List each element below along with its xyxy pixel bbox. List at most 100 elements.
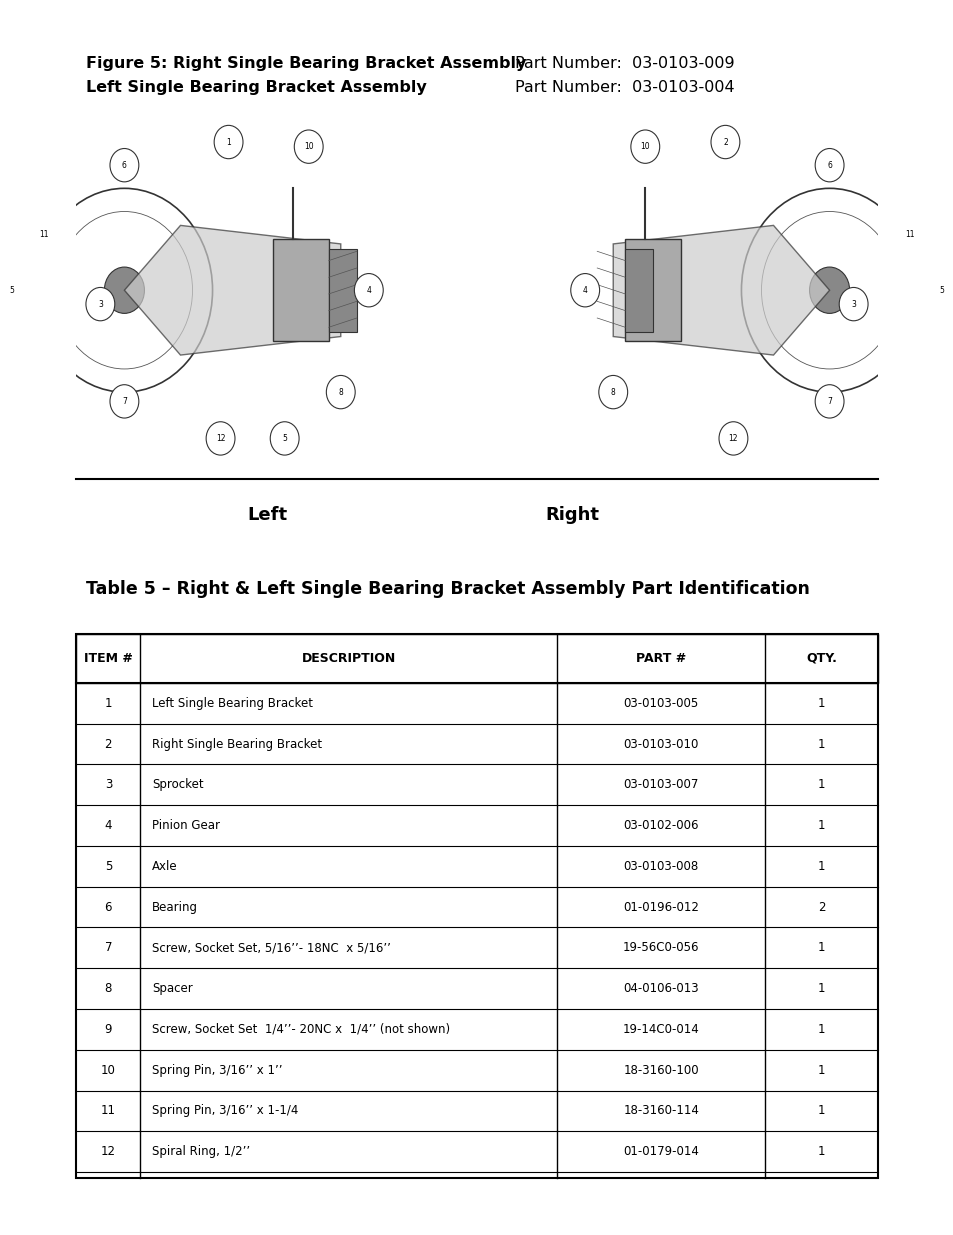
Bar	[329, 248, 356, 332]
Circle shape	[206, 422, 234, 456]
Text: Left Single Bearing Bracket Assembly: Left Single Bearing Bracket Assembly	[86, 80, 426, 95]
Circle shape	[110, 148, 139, 182]
Text: Part Number:  03-0103-004: Part Number: 03-0103-004	[515, 80, 734, 95]
Circle shape	[894, 217, 923, 252]
Circle shape	[213, 126, 243, 158]
Text: 7: 7	[826, 396, 831, 406]
Text: 5: 5	[282, 433, 287, 443]
Circle shape	[839, 288, 867, 321]
Text: 8: 8	[105, 982, 112, 995]
Text: 1: 1	[817, 1023, 824, 1036]
Polygon shape	[124, 225, 340, 356]
Text: 1: 1	[817, 941, 824, 955]
Circle shape	[570, 273, 599, 306]
Text: 10: 10	[101, 1063, 115, 1077]
Text: DESCRIPTION: DESCRIPTION	[301, 652, 395, 664]
Text: 10: 10	[639, 142, 649, 151]
Text: Screw, Socket Set, 5/16’’- 18NC  x 5/16’’: Screw, Socket Set, 5/16’’- 18NC x 5/16’’	[152, 941, 391, 955]
Circle shape	[354, 273, 383, 306]
Circle shape	[270, 422, 299, 456]
Circle shape	[30, 217, 59, 252]
Text: Axle: Axle	[152, 860, 177, 873]
Text: 5: 5	[10, 285, 14, 295]
Text: 18-3160-114: 18-3160-114	[622, 1104, 699, 1118]
Text: Left: Left	[247, 506, 287, 525]
Text: 03-0103-007: 03-0103-007	[623, 778, 699, 792]
Circle shape	[630, 130, 659, 163]
Text: Spring Pin, 3/16’’ x 1’’: Spring Pin, 3/16’’ x 1’’	[152, 1063, 282, 1077]
Text: 12: 12	[728, 433, 738, 443]
Text: 03-0103-010: 03-0103-010	[623, 737, 699, 751]
Circle shape	[86, 288, 114, 321]
Text: 1: 1	[817, 1063, 824, 1077]
Circle shape	[926, 273, 953, 306]
Text: 11: 11	[904, 230, 914, 240]
Text: 1: 1	[817, 778, 824, 792]
Text: 6: 6	[826, 161, 831, 169]
Text: 19-56C0-056: 19-56C0-056	[622, 941, 699, 955]
Text: ITEM #: ITEM #	[84, 652, 132, 664]
Text: 1: 1	[817, 860, 824, 873]
Text: 03-0103-008: 03-0103-008	[623, 860, 699, 873]
Text: 1: 1	[105, 697, 112, 710]
Text: 1: 1	[817, 1145, 824, 1158]
Text: 1: 1	[817, 697, 824, 710]
Polygon shape	[613, 225, 829, 356]
Text: Left Single Bearing Bracket: Left Single Bearing Bracket	[152, 697, 313, 710]
Text: 4: 4	[105, 819, 112, 832]
Circle shape	[294, 130, 323, 163]
Text: Figure 5: Right Single Bearing Bracket Assembly: Figure 5: Right Single Bearing Bracket A…	[86, 56, 526, 70]
Text: 03-0102-006: 03-0102-006	[623, 819, 699, 832]
Text: Right: Right	[545, 506, 598, 525]
Circle shape	[809, 267, 849, 314]
Text: 6: 6	[105, 900, 112, 914]
Text: PART #: PART #	[636, 652, 686, 664]
Text: 3: 3	[850, 300, 855, 309]
Text: Spiral Ring, 1/2’’: Spiral Ring, 1/2’’	[152, 1145, 250, 1158]
Circle shape	[710, 126, 740, 158]
Text: 7: 7	[122, 396, 127, 406]
Text: 1: 1	[226, 137, 231, 147]
Text: 4: 4	[582, 285, 587, 295]
Text: 5: 5	[105, 860, 112, 873]
Bar	[273, 240, 329, 341]
Text: Sprocket: Sprocket	[152, 778, 203, 792]
Text: 04-0106-013: 04-0106-013	[623, 982, 699, 995]
Text: 1: 1	[817, 819, 824, 832]
Text: 01-0196-012: 01-0196-012	[622, 900, 699, 914]
Text: 4: 4	[366, 285, 371, 295]
Circle shape	[598, 375, 627, 409]
Text: 3: 3	[98, 300, 103, 309]
Text: Spring Pin, 3/16’’ x 1-1/4: Spring Pin, 3/16’’ x 1-1/4	[152, 1104, 298, 1118]
Text: 01-0179-014: 01-0179-014	[622, 1145, 699, 1158]
Text: Pinion Gear: Pinion Gear	[152, 819, 219, 832]
Text: 2: 2	[722, 137, 727, 147]
Text: 11: 11	[101, 1104, 115, 1118]
Circle shape	[104, 267, 144, 314]
Text: 9: 9	[105, 1023, 112, 1036]
Circle shape	[814, 148, 843, 182]
Text: 6: 6	[122, 161, 127, 169]
Text: Part Number:  03-0103-009: Part Number: 03-0103-009	[515, 56, 734, 70]
Text: 18-3160-100: 18-3160-100	[623, 1063, 699, 1077]
Text: 19-14C0-014: 19-14C0-014	[622, 1023, 699, 1036]
Text: 1: 1	[817, 1104, 824, 1118]
Text: 12: 12	[215, 433, 225, 443]
Text: 12: 12	[101, 1145, 115, 1158]
Text: Right Single Bearing Bracket: Right Single Bearing Bracket	[152, 737, 322, 751]
Text: Table 5 – Right & Left Single Bearing Bracket Assembly Part Identification: Table 5 – Right & Left Single Bearing Br…	[86, 580, 809, 599]
Text: 03-0103-005: 03-0103-005	[623, 697, 699, 710]
Text: Screw, Socket Set  1/4’’- 20NC x  1/4’’ (not shown): Screw, Socket Set 1/4’’- 20NC x 1/4’’ (n…	[152, 1023, 450, 1036]
Text: 3: 3	[105, 778, 112, 792]
Text: 5: 5	[939, 285, 943, 295]
Bar	[624, 248, 653, 332]
Circle shape	[326, 375, 355, 409]
Text: Bearing: Bearing	[152, 900, 197, 914]
Text: 11: 11	[39, 230, 49, 240]
Circle shape	[719, 422, 747, 456]
Text: QTY.: QTY.	[805, 652, 836, 664]
Text: 8: 8	[338, 388, 343, 396]
Text: 2: 2	[105, 737, 112, 751]
Text: 8: 8	[610, 388, 615, 396]
Text: 2: 2	[817, 900, 824, 914]
